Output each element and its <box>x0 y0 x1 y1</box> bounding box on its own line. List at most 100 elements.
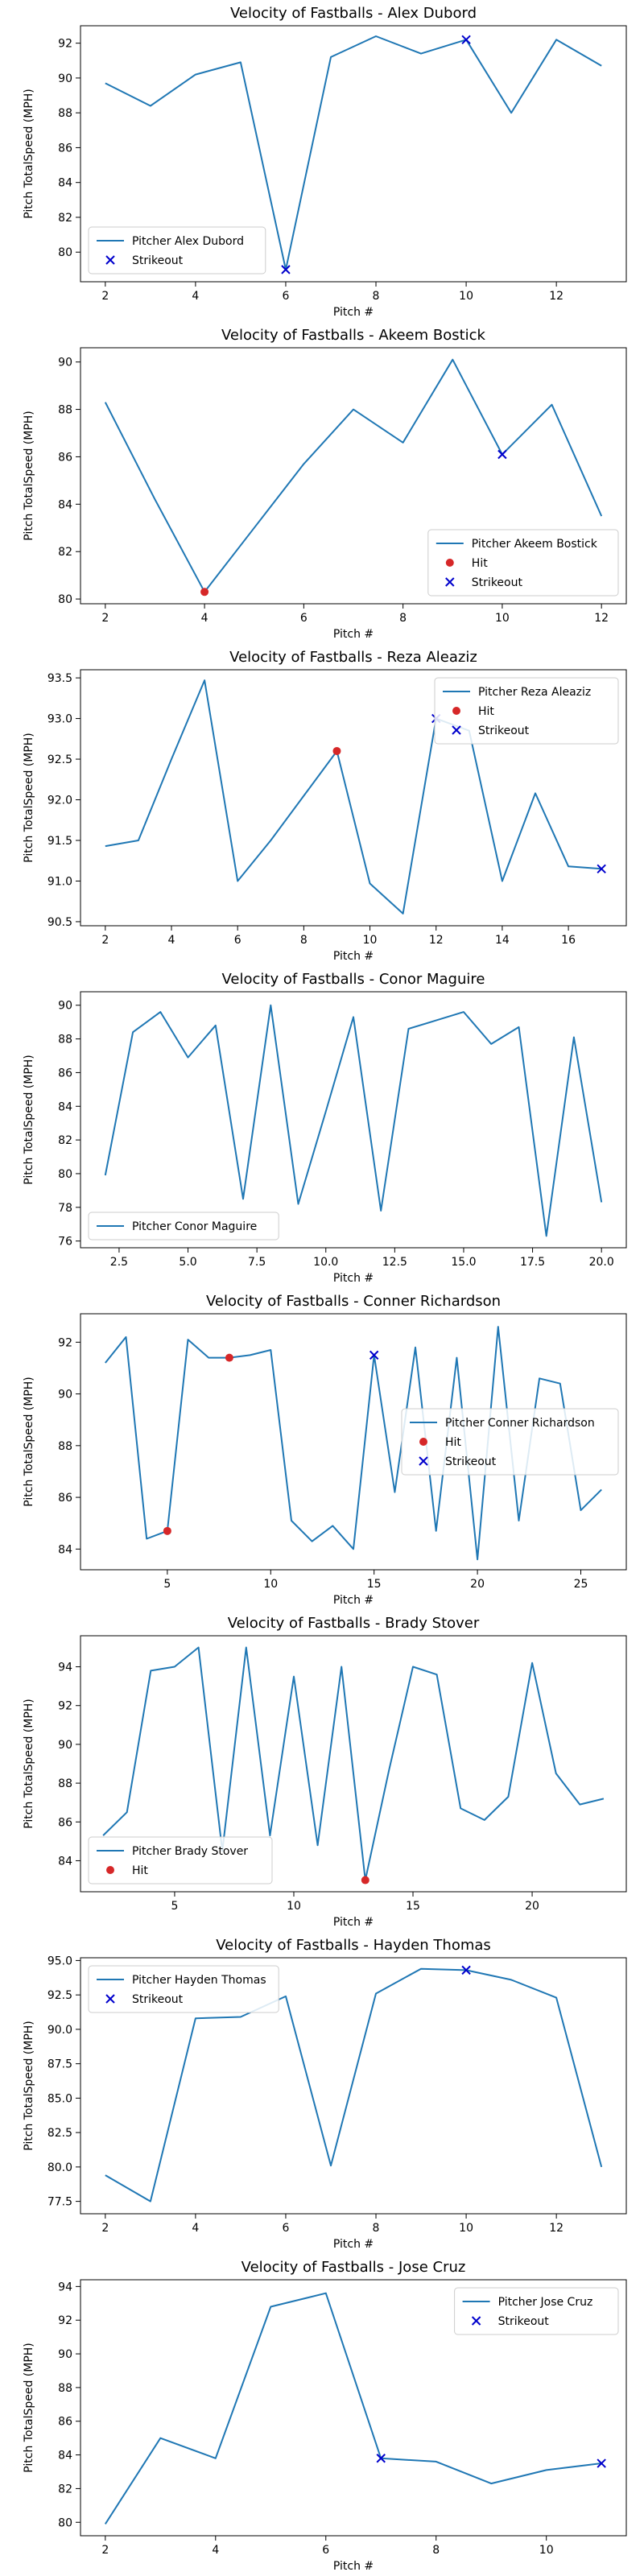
data-point <box>419 52 423 56</box>
y-tick-label: 86 <box>58 1816 72 1829</box>
y-tick-label: 80 <box>58 246 72 259</box>
data-point <box>170 758 174 762</box>
legend-label: Pitcher Hayden Thomas <box>132 1974 266 1987</box>
x-tick-label: 10 <box>263 1578 278 1591</box>
x-tick-label: 20 <box>470 1578 485 1591</box>
x-tick-label: 15 <box>367 1578 382 1591</box>
y-axis-label: Pitch TotalSpeed (MPH) <box>23 733 35 863</box>
y-tick-label: 88 <box>58 1777 72 1790</box>
data-point <box>244 1645 248 1649</box>
chart-title: Velocity of Fastballs - Brady Stover <box>228 1615 480 1632</box>
plot-area <box>80 1635 627 1893</box>
y-tick-label: 84 <box>58 1855 72 1868</box>
y-tick-label: 82 <box>58 212 72 225</box>
data-point <box>489 1042 493 1046</box>
y-tick-label: 86 <box>58 451 72 464</box>
x-tick-label: 15.0 <box>451 1256 476 1269</box>
legend-box <box>454 2287 619 2335</box>
x-tick-label: 7.5 <box>248 1256 266 1269</box>
x-tick-label: 20.0 <box>589 1256 614 1269</box>
data-point <box>145 1537 149 1541</box>
strikeout-marker <box>281 265 291 275</box>
hit-marker <box>361 1876 369 1885</box>
data-point <box>434 1529 438 1533</box>
data-point <box>435 1673 439 1677</box>
y-tick-label: 86 <box>58 1067 72 1080</box>
y-tick-label: 78 <box>58 1202 72 1215</box>
y-tick-label: 88 <box>58 1034 72 1046</box>
legend: Pitcher Akeem Bostick Hit Strikeout <box>427 529 619 597</box>
legend: Pitcher Conner Richardson Hit Strikeout <box>401 1408 619 1476</box>
y-tick-label: 84 <box>58 1543 72 1556</box>
data-point <box>434 2459 438 2463</box>
y-tick-label: 85.0 <box>47 2092 72 2105</box>
data-point <box>269 1003 273 1007</box>
data-point <box>500 879 504 883</box>
y-tick-label: 94 <box>58 1662 72 1674</box>
y-tick-label: 80 <box>58 593 72 606</box>
legend-label: Hit <box>132 1864 148 1877</box>
chart-title: Velocity of Fastballs - Alex Dubord <box>230 5 477 22</box>
y-tick-label: 84 <box>58 2450 72 2462</box>
chart-title: Velocity of Fastballs - Akeem Bostick <box>221 327 486 344</box>
data-point <box>159 1010 163 1014</box>
y-axis-label: Pitch TotalSpeed (MPH) <box>23 2343 35 2473</box>
data-point <box>496 1325 500 1329</box>
chart-8: Velocity of Fastballs - Jose Cruz 2 4 6 8 10 8… <box>23 2259 627 2573</box>
data-point <box>368 881 372 886</box>
y-tick-label: 90 <box>58 1000 72 1013</box>
data-point <box>600 64 604 68</box>
chart-7: Velocity of Fastballs - Hayden Thomas 2 4 6… <box>23 1937 627 2251</box>
data-point <box>316 1843 320 1847</box>
data-point <box>269 839 273 843</box>
y-tick-label: 92 <box>58 38 72 51</box>
y-tick-label: 92 <box>58 1700 72 1713</box>
x-tick-label: 2 <box>101 612 109 625</box>
data-point <box>328 2164 332 2168</box>
data-point <box>555 38 559 42</box>
data-point <box>302 794 306 798</box>
strikeout-marker <box>597 2458 606 2468</box>
x-tick-label: 4 <box>168 934 175 947</box>
y-tick-label: 82 <box>58 546 72 559</box>
legend-label: Pitcher Jose Cruz <box>498 2296 593 2309</box>
series-line <box>104 1004 603 1237</box>
legend: Pitcher Conor Maguire <box>88 1212 279 1241</box>
legend-label: Strikeout <box>445 1455 497 1468</box>
plot-area <box>80 669 627 927</box>
y-axis-label: Pitch TotalSpeed (MPH) <box>23 411 35 541</box>
data-point <box>414 1345 418 1349</box>
legend-box <box>88 1212 279 1241</box>
data-point <box>600 514 604 518</box>
y-tick-label: 86 <box>58 2416 72 2429</box>
data-point <box>283 1994 287 1998</box>
x-tick-label: 12 <box>549 2222 564 2235</box>
data-point <box>203 679 207 683</box>
y-tick-label: 91.0 <box>47 875 72 888</box>
y-tick-label: 90.5 <box>47 916 72 929</box>
x-axis-label: Pitch # <box>333 306 374 319</box>
data-point <box>393 1490 397 1494</box>
chart-title: Velocity of Fastballs - Hayden Thomas <box>216 1937 491 1954</box>
y-tick-label: 84 <box>58 177 72 190</box>
plot-area <box>80 1313 627 1571</box>
data-point <box>572 1035 576 1039</box>
legend: Pitcher Reza Aleaziz Hit Strikeout <box>434 677 619 745</box>
legend-hit-marker <box>445 559 454 567</box>
legend-box <box>401 1408 619 1476</box>
data-point <box>459 1806 463 1810</box>
y-tick-label: 80 <box>58 2516 72 2529</box>
data-point <box>193 72 197 76</box>
data-point <box>387 1768 391 1772</box>
plot-area <box>80 1957 627 2215</box>
data-point <box>148 2199 152 2203</box>
data-point <box>510 111 514 115</box>
x-tick-label: 15 <box>406 1900 420 1913</box>
data-point <box>238 60 242 64</box>
x-tick-label: 2 <box>101 290 109 303</box>
x-axis-label: Pitch # <box>333 628 374 641</box>
x-tick-label: 8 <box>432 2544 440 2557</box>
strikeout-marker <box>376 2454 386 2463</box>
legend-label: Strikeout <box>498 2315 550 2328</box>
chart-5: Velocity of Fastballs - Conner Richardso… <box>23 1293 627 1607</box>
